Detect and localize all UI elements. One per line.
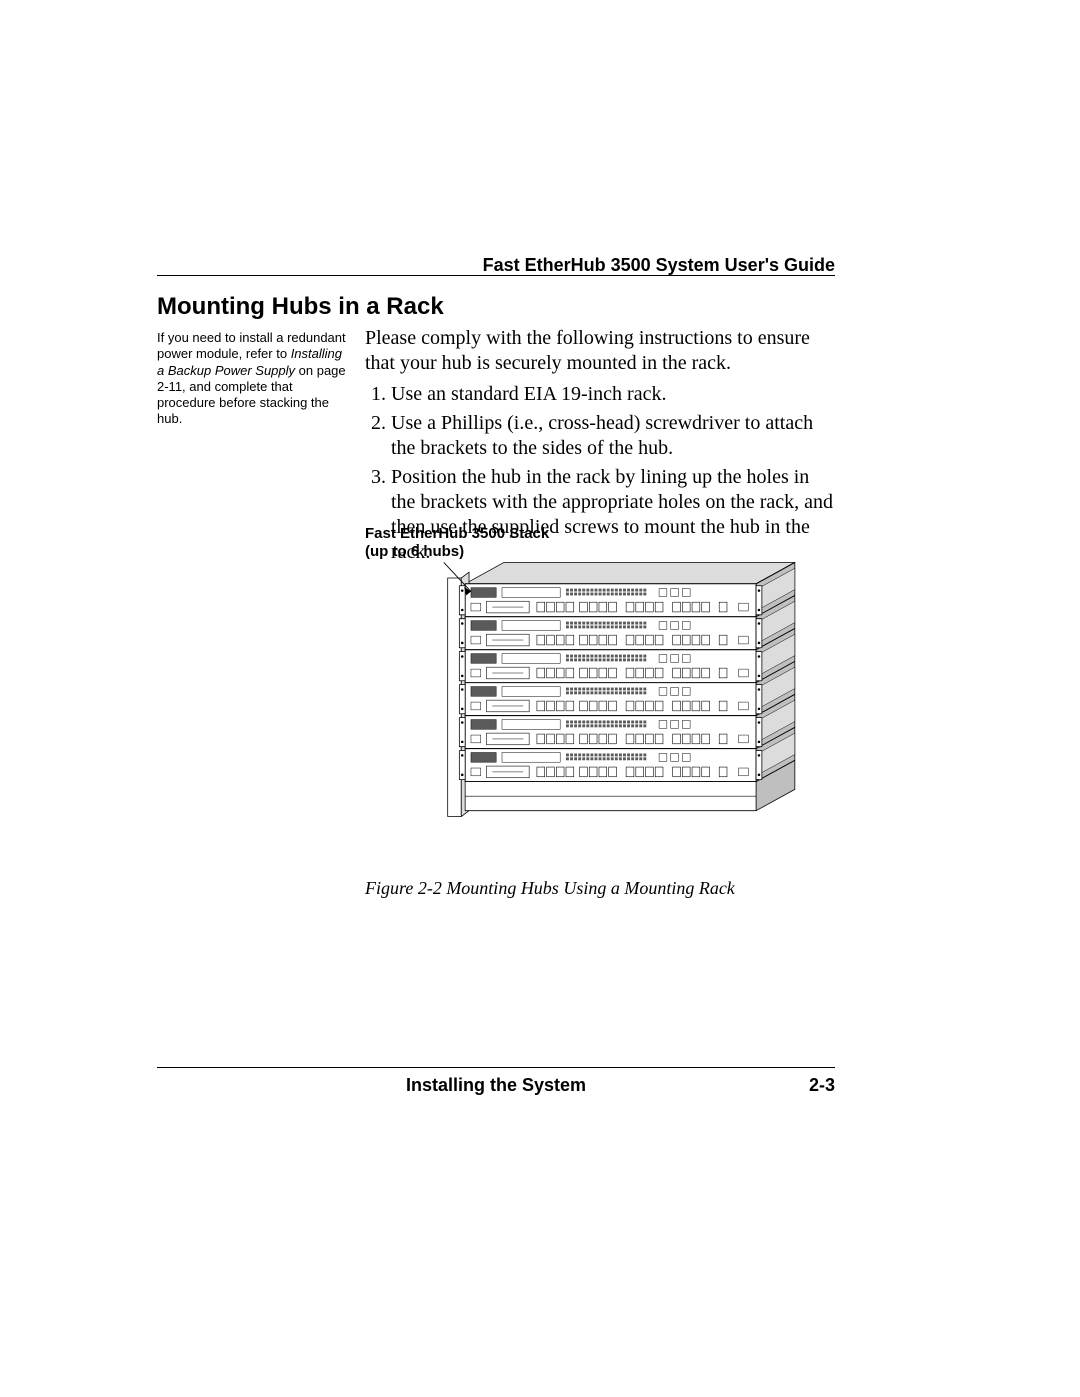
figure-label-line1: Fast EtherHub 3500 Stack xyxy=(365,525,549,543)
sidebar-note: If you need to install a redundant power… xyxy=(157,330,347,428)
body-step-1: Use an standard EIA 19-inch rack. xyxy=(391,382,835,407)
figure-caption: Figure 2-2 Mounting Hubs Using a Mountin… xyxy=(365,878,735,899)
figure-illustration xyxy=(430,545,830,865)
footer-chapter: Installing the System xyxy=(406,1075,586,1096)
header-rule xyxy=(157,275,835,276)
body-intro: Please comply with the following instruc… xyxy=(365,326,835,376)
footer-rule xyxy=(157,1067,835,1068)
footer-page-number: 2-3 xyxy=(809,1075,835,1096)
section-title: Mounting Hubs in a Rack xyxy=(157,293,444,321)
header-title: Fast EtherHub 3500 System User's Guide xyxy=(157,255,835,276)
body-step-2: Use a Phillips (i.e., cross-head) screwd… xyxy=(391,411,835,461)
